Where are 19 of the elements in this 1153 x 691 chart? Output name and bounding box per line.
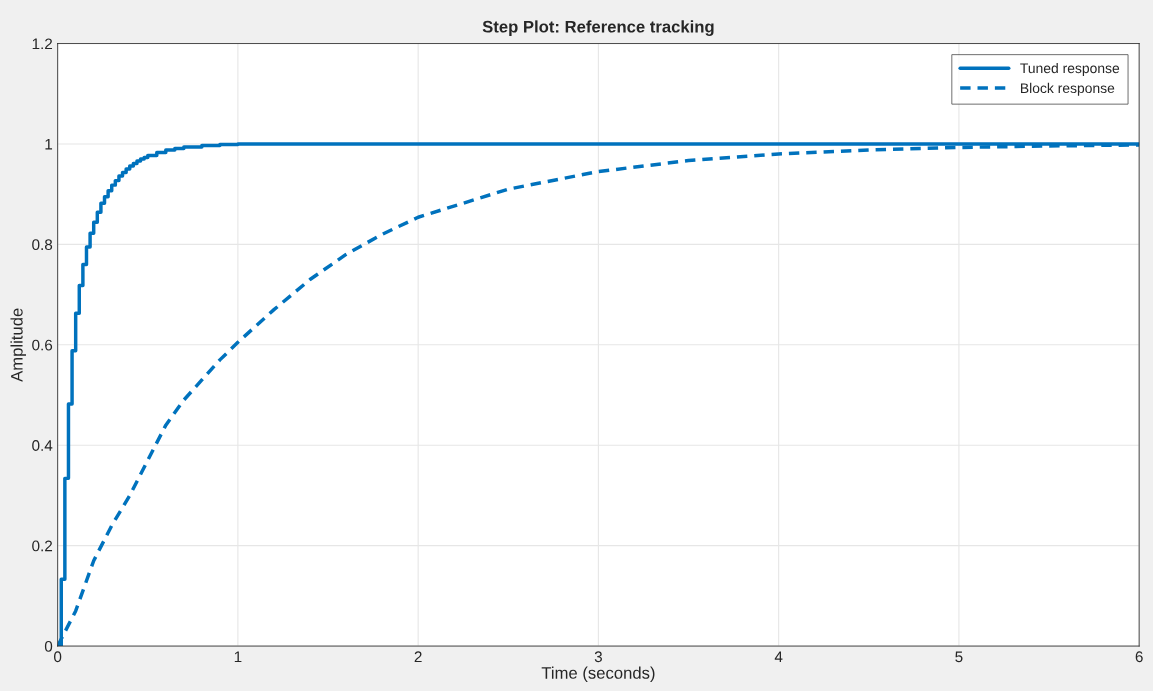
x-tick-label: 4 bbox=[774, 651, 783, 663]
y-tick-label: 1.2 bbox=[32, 38, 53, 50]
x-tick-label: 1 bbox=[234, 651, 242, 663]
x-tick-label: 5 bbox=[955, 651, 963, 663]
y-tick-label: 0 bbox=[44, 640, 53, 652]
x-tick-label: 2 bbox=[414, 651, 422, 663]
legend-label: Block response bbox=[1021, 82, 1115, 96]
y-tick-label: 0.6 bbox=[32, 339, 53, 351]
y-axis-title: Amplitude bbox=[10, 308, 26, 382]
legend-label: Tuned response bbox=[1020, 62, 1120, 76]
y-tick-label: 0.4 bbox=[32, 440, 53, 451]
y-tick-label: 0.2 bbox=[32, 540, 53, 552]
x-tick-label: 6 bbox=[1135, 651, 1143, 663]
chart-title: Step Plot: Reference tracking bbox=[482, 20, 714, 36]
x-tick-label: 0 bbox=[54, 651, 62, 663]
x-tick-label: 3 bbox=[594, 651, 602, 663]
y-tick-label: 1 bbox=[45, 138, 53, 150]
x-axis-title: Time (seconds) bbox=[541, 666, 655, 683]
y-tick-label: 0.8 bbox=[32, 239, 53, 251]
